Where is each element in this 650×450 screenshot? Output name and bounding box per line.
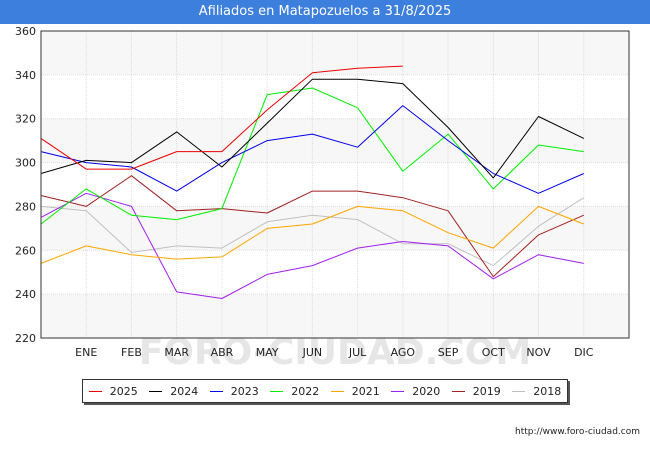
y-tick-label: 220 [15,332,36,345]
x-tick-label: DIC [574,346,594,359]
x-tick-label: ABR [211,346,234,359]
x-tick-label: AGO [391,346,416,359]
legend: 2025 2024 2023 2022 2021 2020 2019 2018 [82,379,568,403]
legend-label: 2018 [533,384,562,398]
legend-label: 2019 [472,384,501,398]
series-line-2022 [40,87,584,225]
series-lines [40,65,585,299]
legend-swatch [512,390,526,392]
series-line-2018 [40,197,585,267]
y-tick-label: 360 [15,25,36,38]
x-tick-label: OCT [482,346,505,359]
legend-swatch [330,390,344,392]
y-tick-label: 300 [15,157,36,170]
x-tick-label: MAY [256,346,279,359]
plot-area [41,31,629,338]
legend-item-2022: 2022 [270,385,319,398]
series-line-2021 [40,205,584,264]
x-axis-ticks: ENE FEB MAR ABR MAY JUN JUL AGO SEP OCT NOV DIC [75,346,594,359]
legend-label: 2020 [412,384,441,398]
legend-item-2024: 2024 [149,385,198,398]
x-tick-label: ENE [75,346,97,359]
legend-swatch [270,390,284,392]
plot-band [41,31,629,75]
x-tick-label: FEB [121,346,142,359]
series-line-2023 [40,105,585,194]
legend-item-2021: 2021 [330,384,380,398]
legend-swatch [451,390,465,392]
y-tick-label: 320 [15,113,36,126]
source-link[interactable]: http://www.foro-ciudad.com [515,427,640,437]
x-tick-label: JUL [348,346,367,359]
y-tick-label: 260 [15,244,36,257]
series-line-2024 [40,78,585,179]
x-tick-label: SEP [438,346,459,359]
y-tick-label: 340 [15,69,36,82]
legend-label: 2022 [291,384,320,398]
legend-item-2025: 2025 [88,384,138,398]
series-line-2020 [40,192,584,299]
chart-title: Afiliados en Matapozuelos a 31/8/2025 [0,0,650,24]
legend-label: 2023 [230,384,259,398]
y-axis-ticks: 220 240 260 280 300 320 340 360 [15,25,36,345]
watermark: FORO-CIUDAD.COM [139,332,531,373]
legend-label: 2025 [109,384,138,398]
x-tick-label: JUN [302,346,323,359]
y-tick-label: 280 [15,200,36,213]
x-tick-label: NOV [526,346,551,359]
legend-swatch [88,390,102,392]
legend-item-2019: 2019 [451,384,501,398]
legend-label: 2021 [351,384,380,398]
legend-item-2020: 2020 [391,385,440,398]
series-line-2019 [40,175,584,278]
legend-swatch [391,390,405,392]
legend-label: 2024 [170,384,199,398]
plot-band [41,206,629,251]
y-tick-label: 240 [15,288,36,301]
legend-swatch [209,390,223,392]
legend-item-2018: 2018 [512,385,561,398]
x-tick-label: MAR [164,346,189,359]
legend-swatch [149,390,163,392]
plot-band [41,294,629,338]
legend-item-2023: 2023 [209,384,259,398]
plot-border [40,30,630,339]
series-line-2025 [40,65,403,170]
